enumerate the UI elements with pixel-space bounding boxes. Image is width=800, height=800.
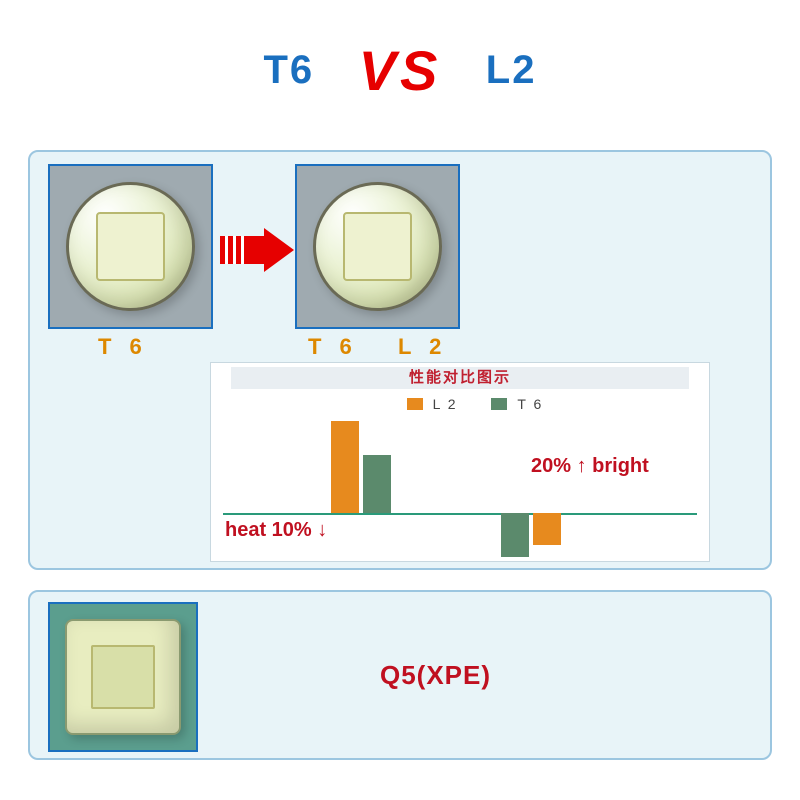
title-vs: VS [359, 38, 442, 103]
chart-title: 性能对比图示 [231, 367, 689, 389]
legend-swatch-t6 [491, 398, 507, 410]
label-q5: Q5(XPE) [380, 660, 491, 691]
upgrade-arrow-icon [220, 230, 292, 270]
label-l2-mid: L 2 [398, 334, 447, 360]
legend-label-l2: L 2 [433, 396, 458, 412]
comparison-panel: T 6 T 6 L 2 性能对比图示 L 2 T 6 20% ↑ bright … [28, 150, 772, 570]
legend-label-t6: T 6 [517, 396, 543, 412]
q5-panel: Q5(XPE) [28, 590, 772, 760]
title-right-l2: L2 [486, 48, 537, 93]
chart-bar-l2 [331, 421, 359, 513]
comparison-title: T6 VS L2 [0, 38, 800, 103]
led-photo-t6 [48, 164, 213, 329]
chart-legend: L 2 T 6 [211, 395, 709, 412]
annotation-heat: heat 10% ↓ [225, 519, 327, 542]
chart-bar-l2 [533, 513, 561, 545]
legend-swatch-l2 [407, 398, 423, 410]
label-t6-mid: T 6 [308, 334, 358, 360]
title-left-t6: T6 [264, 48, 315, 93]
led-photo-q5 [48, 602, 198, 752]
chart-axis [223, 513, 697, 515]
performance-chart: 性能对比图示 L 2 T 6 20% ↑ bright heat 10% ↓ [210, 362, 710, 562]
chart-bar-t6 [501, 513, 529, 557]
chart-bar-t6 [363, 455, 391, 513]
annotation-bright: 20% ↑ bright [531, 455, 649, 478]
led-photo-l2 [295, 164, 460, 329]
label-t6-left: T 6 [98, 334, 148, 360]
